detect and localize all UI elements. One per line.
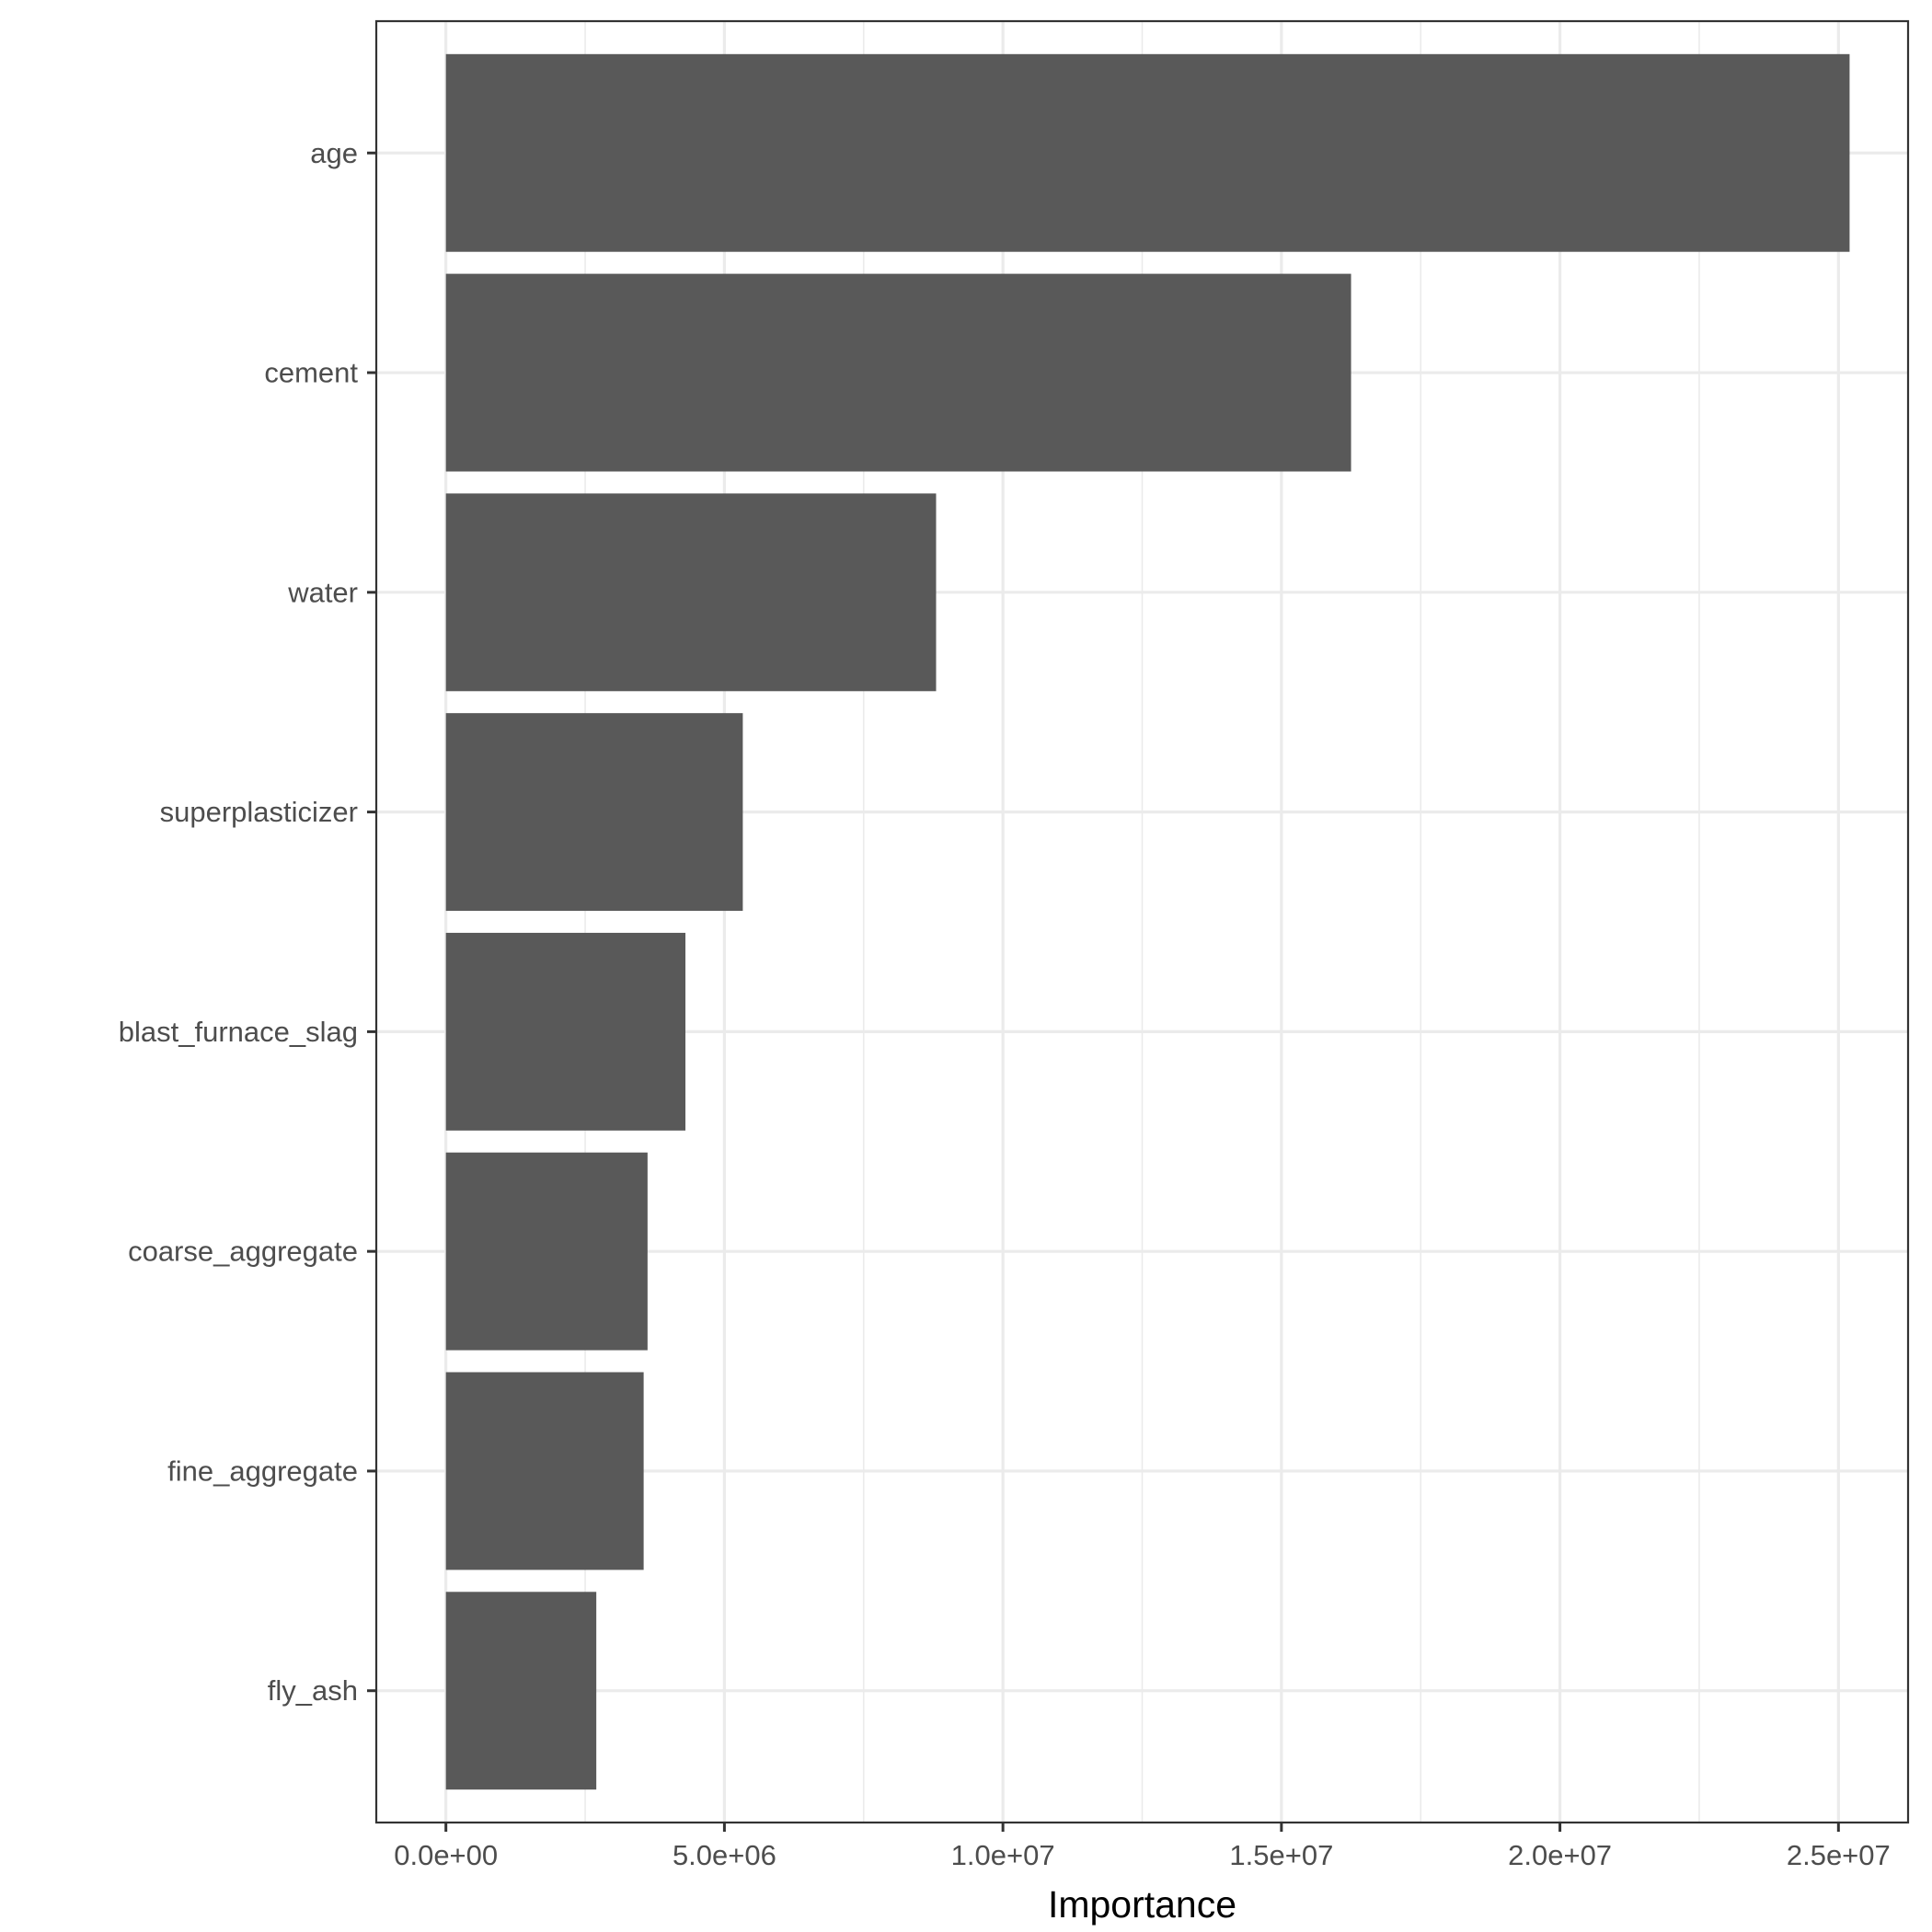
bar-superplasticizer <box>445 713 743 912</box>
bar-cement <box>445 273 1351 472</box>
bar-water <box>445 493 937 692</box>
y-tick-label: superplasticizer <box>160 796 358 828</box>
x-axis: 0.0e+00 5.0e+06 1.0e+07 1.5e+07 2.0e+07 2.5e+… <box>394 1823 1891 1871</box>
y-tick-label: coarse_aggregate <box>128 1236 358 1268</box>
y-tick-label: age <box>310 137 358 169</box>
y-tick-label: blast_furnace_slag <box>119 1016 358 1048</box>
bars <box>445 53 1850 1790</box>
bar-age <box>445 53 1850 252</box>
x-tick-label: 2.0e+07 <box>1508 1839 1612 1871</box>
x-tick-label: 2.5e+07 <box>1787 1839 1891 1871</box>
panel-border <box>374 19 1910 1824</box>
bar-blast-furnace-slag <box>445 932 686 1131</box>
x-tick-label: 0.0e+00 <box>394 1839 498 1871</box>
x-tick-label: 5.0e+06 <box>673 1839 776 1871</box>
bar-fine-aggregate <box>445 1372 644 1570</box>
bar-fly-ash <box>445 1592 597 1790</box>
y-axis: age cement water superplasticizer blast_furn… <box>119 137 376 1707</box>
bar-coarse-aggregate <box>445 1152 648 1351</box>
x-tick-label: 1.0e+07 <box>951 1839 1055 1871</box>
x-axis-title: Importance <box>1048 1883 1236 1926</box>
y-tick-label: fine_aggregate <box>167 1455 358 1487</box>
y-tick-label: cement <box>264 357 358 389</box>
y-tick-label: water <box>287 576 358 608</box>
y-tick-label: fly_ash <box>268 1674 358 1707</box>
x-tick-label: 1.5e+07 <box>1229 1839 1333 1871</box>
